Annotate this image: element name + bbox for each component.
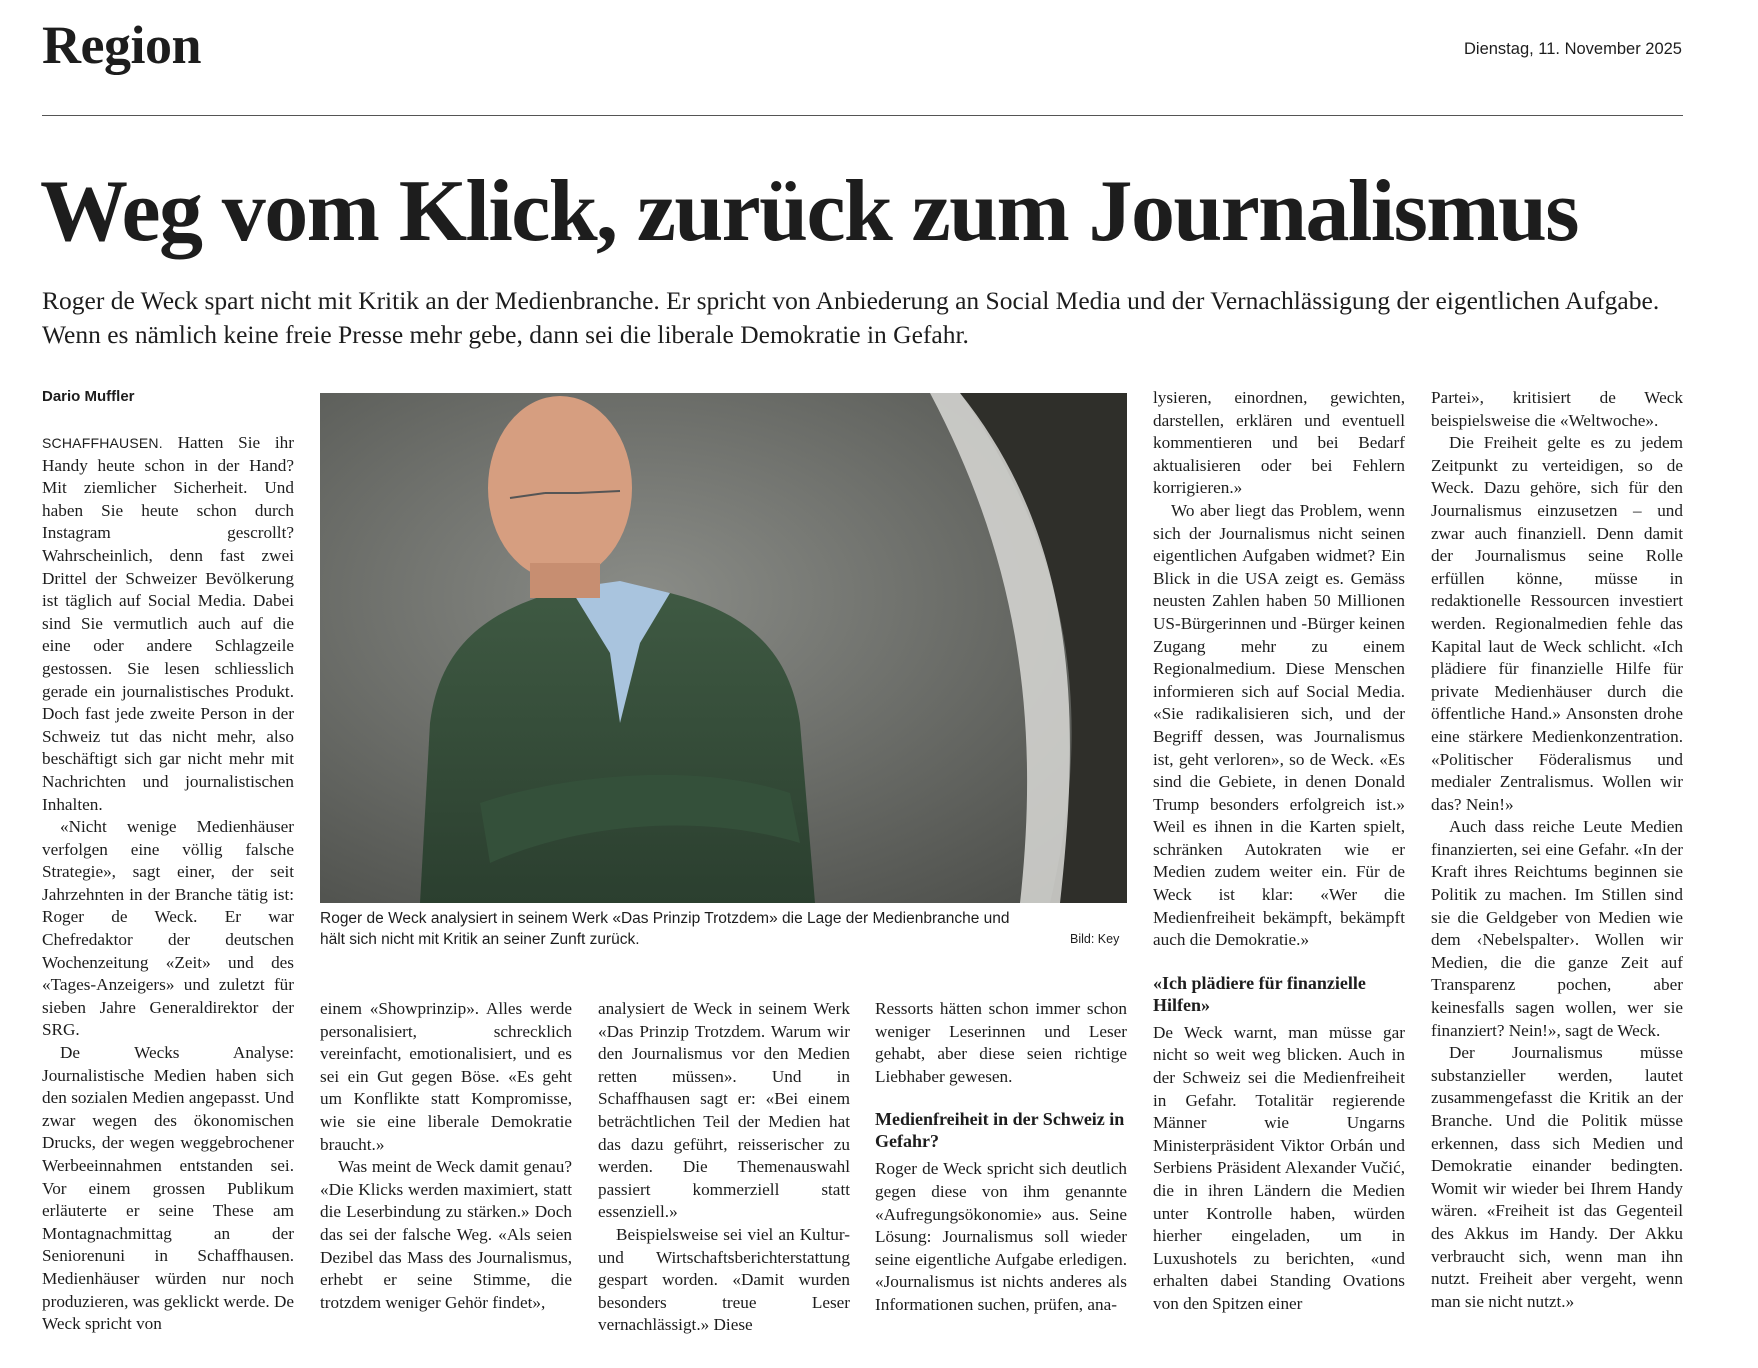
paragraph-text: Der Journalismus müsse substanzieller we… [1431, 1043, 1683, 1311]
paragraph-text: einem «Showprinzip». Alles werde persona… [320, 999, 572, 1154]
paragraph-text: De Wecks Analyse: Journalistische Medien… [42, 1043, 294, 1334]
photo [320, 393, 1127, 903]
author: Dario Muffler [42, 388, 135, 405]
paragraph: Wo aber liegt das Problem, wenn sich der… [1153, 500, 1405, 952]
photo-caption: Roger de Weck analysiert in seinem Werk … [320, 910, 1010, 948]
paragraph-text: Roger de Weck spricht sich deutlich gege… [875, 1159, 1127, 1314]
issue-date: Dienstag, 11. November 2025 [1464, 40, 1682, 58]
paragraph: lysieren, einordnen, gewichten, darstell… [1153, 387, 1405, 500]
subheading: Medienfreiheit in der Schweiz in Gefahr? [875, 1109, 1125, 1152]
paragraph-text: Hatten Sie ihr Handy heute schon in der … [42, 433, 294, 814]
paragraph-text: «Nicht wenige Medienhäuser verfolgen ein… [42, 817, 294, 1040]
paragraph: analysiert de Weck in seinem Werk «Das P… [598, 998, 850, 1224]
paragraph: Beispielsweise sei viel an Kultur- und W… [598, 1224, 850, 1337]
paragraph: SCHAFFHAUSEN. Hatten Sie ihr Handy heute… [42, 432, 294, 816]
paragraph-text: De Weck warnt, man müsse gar nicht so we… [1153, 1022, 1405, 1313]
section-title: Region [42, 15, 202, 75]
paragraph-text: Auch dass reiche Leute Medien finanziert… [1431, 817, 1683, 1040]
photo-credit: Bild: Key [1070, 932, 1120, 946]
paragraph-text: lysieren, einordnen, gewichten, darstell… [1153, 388, 1405, 498]
paragraph: Roger de Weck spricht sich deutlich gege… [875, 1158, 1127, 1316]
text-column: einem «Showprinzip». Alles werde persona… [320, 998, 572, 1345]
paragraph: «Nicht wenige Medienhäuser verfolgen ein… [42, 816, 294, 1042]
text-column: Ressorts hätten schon immer schon wenige… [875, 998, 1127, 1345]
headline: Weg vom Klick, zurück zum Journalismus [40, 163, 1580, 260]
paragraph: Der Journalismus müsse substanzieller we… [1431, 1042, 1683, 1313]
text-column: analysiert de Weck in seinem Werk «Das P… [598, 998, 850, 1345]
text-column: SCHAFFHAUSEN. Hatten Sie ihr Handy heute… [42, 432, 294, 1345]
paragraph-text: Partei», kritisiert de Weck beispielswei… [1431, 388, 1683, 430]
paragraph-text: analysiert de Weck in seinem Werk «Das P… [598, 999, 850, 1222]
paragraph: Partei», kritisiert de Weck beispielswei… [1431, 387, 1683, 432]
paragraph: De Wecks Analyse: Journalistische Medien… [42, 1042, 294, 1336]
paragraph: De Weck warnt, man müsse gar nicht so we… [1153, 1022, 1405, 1316]
paragraph: Ressorts hätten schon immer schon wenige… [875, 998, 1127, 1088]
paragraph: einem «Showprinzip». Alles werde persona… [320, 998, 572, 1156]
paragraph-text: Die Freiheit gelte es zu jedem Zeitpunkt… [1431, 433, 1683, 814]
paragraph: Auch dass reiche Leute Medien finanziert… [1431, 816, 1683, 1042]
paragraph-text: Ressorts hätten schon immer schon wenige… [875, 999, 1127, 1086]
header-rule [42, 115, 1683, 116]
paragraph-text: Beispielsweise sei viel an Kultur- und W… [598, 1224, 850, 1335]
subheading: «Ich plädiere für finanzielle Hilfen» [1153, 972, 1366, 1015]
paragraph-text: Wo aber liegt das Problem, wenn sich der… [1153, 500, 1405, 950]
paragraph: Die Freiheit gelte es zu jedem Zeitpunkt… [1431, 432, 1683, 816]
lead: Roger de Weck spart nicht mit Kritik an … [42, 286, 1660, 349]
dateline: SCHAFFHAUSEN. [42, 435, 163, 451]
text-column: lysieren, einordnen, gewichten, darstell… [1153, 387, 1405, 1345]
text-column: Partei», kritisiert de Weck beispielswei… [1431, 387, 1683, 1345]
paragraph: Was meint de Weck damit genau? «Die Klic… [320, 1156, 572, 1314]
paragraph-text: Was meint de Weck damit genau? «Die Klic… [320, 1157, 572, 1312]
